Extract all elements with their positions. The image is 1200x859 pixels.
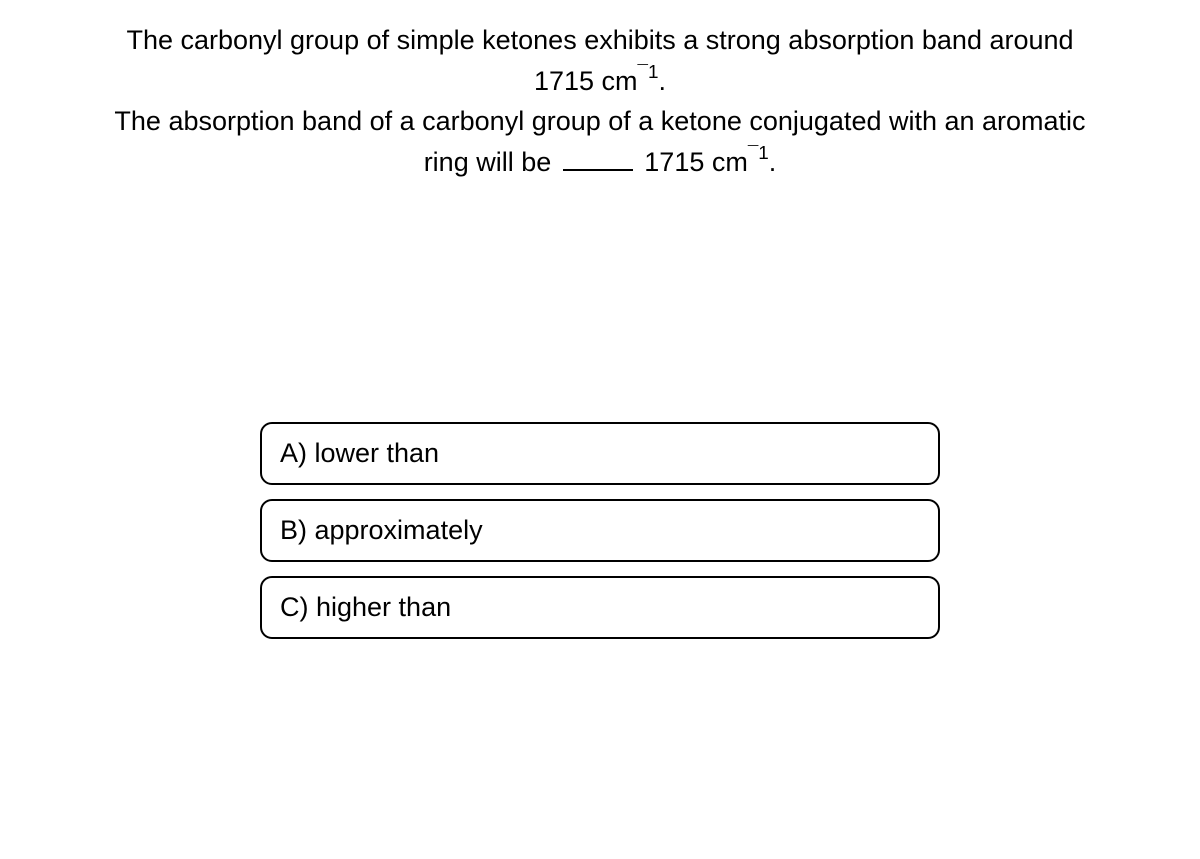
- question-text: The carbonyl group of simple ketones exh…: [10, 20, 1190, 182]
- option-b-label: B) approximately: [280, 515, 483, 545]
- question-line2-suffix: .: [659, 66, 667, 96]
- question-line4-suffix: .: [769, 147, 777, 177]
- option-b[interactable]: B) approximately: [260, 499, 940, 562]
- question-line4-exp: ¯1: [748, 143, 769, 164]
- question-line4-value: 1715 cm: [644, 147, 748, 177]
- option-c-label: C) higher than: [280, 592, 451, 622]
- blank-underline: [563, 169, 633, 171]
- option-c[interactable]: C) higher than: [260, 576, 940, 639]
- options-container: A) lower than B) approximately C) higher…: [260, 422, 940, 639]
- question-line3: The absorption band of a carbonyl group …: [114, 106, 1085, 136]
- question-line2-exp: ¯1: [638, 62, 659, 83]
- option-a-label: A) lower than: [280, 438, 439, 468]
- question-line1: The carbonyl group of simple ketones exh…: [126, 25, 1073, 55]
- question-line4-part1: ring will be: [424, 147, 552, 177]
- option-a[interactable]: A) lower than: [260, 422, 940, 485]
- question-line2-value: 1715 cm: [534, 66, 638, 96]
